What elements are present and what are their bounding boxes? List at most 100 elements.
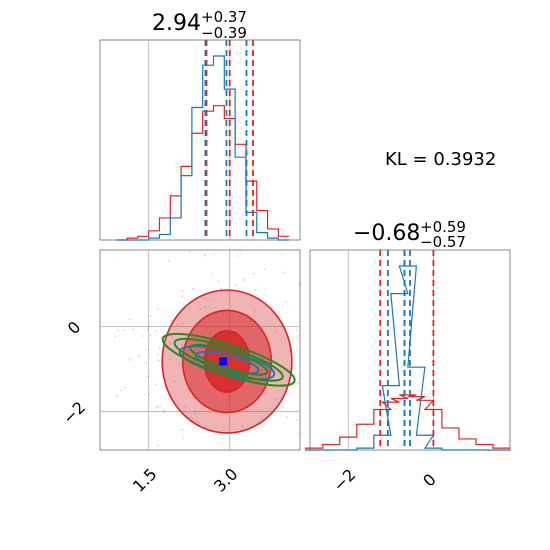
- green-contours: [161, 332, 296, 387]
- scatter-point: [181, 290, 184, 292]
- green-contour-2: [189, 343, 269, 376]
- scatter-point: [188, 250, 191, 253]
- title-param1: 2.94 +0.37 −0.39: [152, 8, 247, 42]
- title-param2-value: −0.68: [353, 221, 420, 246]
- scatter-point: [257, 421, 260, 424]
- scatter-point: [192, 287, 195, 290]
- scatter-point: [181, 437, 184, 440]
- scatter-point: [171, 337, 174, 340]
- histogram-red-param1: [116, 105, 290, 241]
- scatter-point: [156, 405, 159, 407]
- y-tick-label-param2: −2: [59, 398, 89, 428]
- scatter-point: [264, 268, 266, 271]
- scatter-point: [275, 398, 277, 401]
- histogram-blue-param2: [305, 265, 510, 451]
- scatter-point: [138, 354, 140, 357]
- scatter-point: [204, 254, 207, 257]
- scatter-point: [239, 249, 242, 252]
- scatter-point: [253, 310, 256, 313]
- scatter-point: [169, 341, 172, 343]
- scatter-point: [283, 271, 286, 274]
- scatter-point: [129, 359, 132, 361]
- scatter-point: [148, 393, 151, 396]
- scatter-points: [114, 249, 301, 447]
- title-param1-minus: −0.39: [201, 24, 247, 42]
- scatter-point: [204, 306, 206, 308]
- x-tick-label-param2: −2: [329, 465, 359, 495]
- scatter-point: [281, 325, 283, 328]
- title-param2-minus: −0.57: [420, 233, 466, 251]
- scatter-point: [124, 386, 127, 389]
- quantile-lines-param1: [204, 40, 254, 240]
- scatter-point: [168, 259, 170, 262]
- kl-annotation: KL = 0.3932: [385, 149, 496, 170]
- scatter-point: [297, 382, 299, 385]
- joint-panel: [99, 249, 301, 451]
- scatter-point: [176, 323, 179, 326]
- scatter-point: [114, 335, 117, 338]
- scatter-point: [280, 253, 283, 256]
- y-tick-label-param2: 0: [64, 317, 85, 338]
- scatter-point: [181, 428, 184, 431]
- scatter-point: [260, 416, 263, 419]
- scatter-point: [252, 272, 255, 275]
- quantile-lines-param2: [379, 250, 435, 450]
- scatter-point: [120, 389, 123, 392]
- scatter-point: [235, 284, 237, 286]
- scatter-point: [243, 279, 245, 281]
- scatter-point: [141, 335, 144, 337]
- scatter-point: [199, 308, 201, 311]
- scatter-point: [284, 300, 287, 303]
- scatter-point: [295, 328, 298, 331]
- scatter-point: [298, 334, 301, 337]
- scatter-point: [157, 444, 159, 447]
- scatter-point: [236, 255, 239, 257]
- scatter-point: [163, 411, 166, 414]
- scatter-point: [154, 330, 157, 332]
- scatter-point: [281, 406, 284, 408]
- scatter-point: [191, 417, 194, 420]
- scatter-point: [147, 348, 150, 351]
- scatter-point: [241, 425, 244, 428]
- scatter-point: [197, 422, 200, 425]
- scatter-point: [155, 406, 158, 409]
- scatter-point: [213, 253, 216, 256]
- scatter-point: [210, 272, 213, 275]
- scatter-point: [254, 289, 257, 291]
- scatter-point: [181, 295, 183, 298]
- x-tick-label-param1: 1.5: [129, 464, 160, 495]
- scatter-point: [157, 353, 159, 356]
- truth-point-marker: [219, 357, 228, 366]
- title-param1-plus: +0.37: [201, 8, 247, 26]
- scatter-point: [298, 283, 301, 285]
- scatter-point: [145, 361, 147, 364]
- scatter-point: [193, 413, 196, 415]
- scatter-point: [158, 347, 161, 349]
- scatter-point: [295, 419, 298, 421]
- scatter-point: [298, 431, 301, 433]
- scatter-point: [131, 328, 134, 331]
- scatter-point: [196, 420, 198, 423]
- histogram-red-param2: [305, 394, 510, 450]
- marginal-panel-param1: [99, 39, 301, 241]
- x-tick-label-param2: 0: [419, 470, 440, 491]
- title-param2-plus: +0.59: [420, 218, 466, 236]
- scatter-point: [274, 331, 277, 334]
- green-contour-0: [161, 332, 296, 387]
- marginal-panel-param2: [305, 249, 511, 451]
- scatter-point: [183, 405, 186, 408]
- scatter-point: [277, 311, 280, 314]
- scatter-point: [155, 383, 157, 386]
- scatter-point: [220, 287, 222, 290]
- scatter-point: [170, 319, 173, 322]
- scatter-point: [253, 307, 256, 310]
- scatter-point: [149, 334, 151, 337]
- scatter-point: [173, 380, 176, 383]
- green-contour-1: [173, 337, 284, 382]
- scatter-point: [217, 279, 220, 282]
- scatter-point: [156, 308, 159, 310]
- histogram-blue-param1: [116, 55, 290, 241]
- scatter-point: [123, 329, 125, 332]
- title-param2: −0.68 +0.59 −0.57: [353, 218, 466, 251]
